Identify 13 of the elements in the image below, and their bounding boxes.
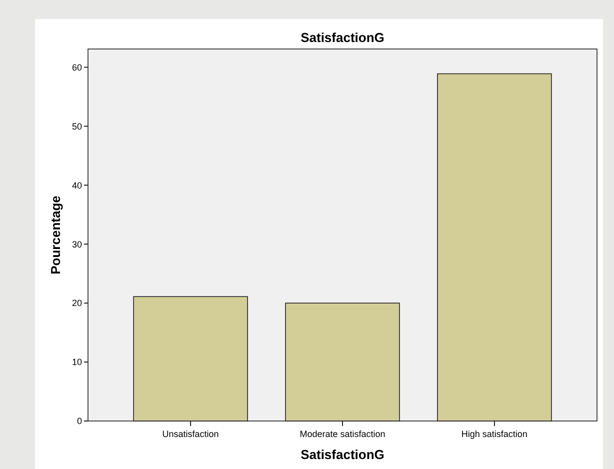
y-axis-title: Pourcentage — [48, 196, 63, 274]
x-axis-title: SatisfactionG — [300, 447, 384, 462]
y-tick-label: 20 — [72, 298, 82, 308]
chart-title: SatisfactionG — [300, 30, 384, 45]
y-tick-label: 50 — [72, 121, 82, 132]
y-tick-label: 40 — [72, 180, 82, 190]
y-tick-label: 0 — [76, 416, 82, 426]
x-tick-label: Moderate satisfaction — [300, 429, 386, 439]
y-tick-label: 10 — [72, 357, 82, 368]
y-tick-label: 30 — [72, 239, 82, 250]
x-tick-label: Unsatisfaction — [162, 429, 219, 439]
y-tick-label: 60 — [72, 62, 82, 72]
x-tick-label: High satisfaction — [461, 429, 528, 439]
